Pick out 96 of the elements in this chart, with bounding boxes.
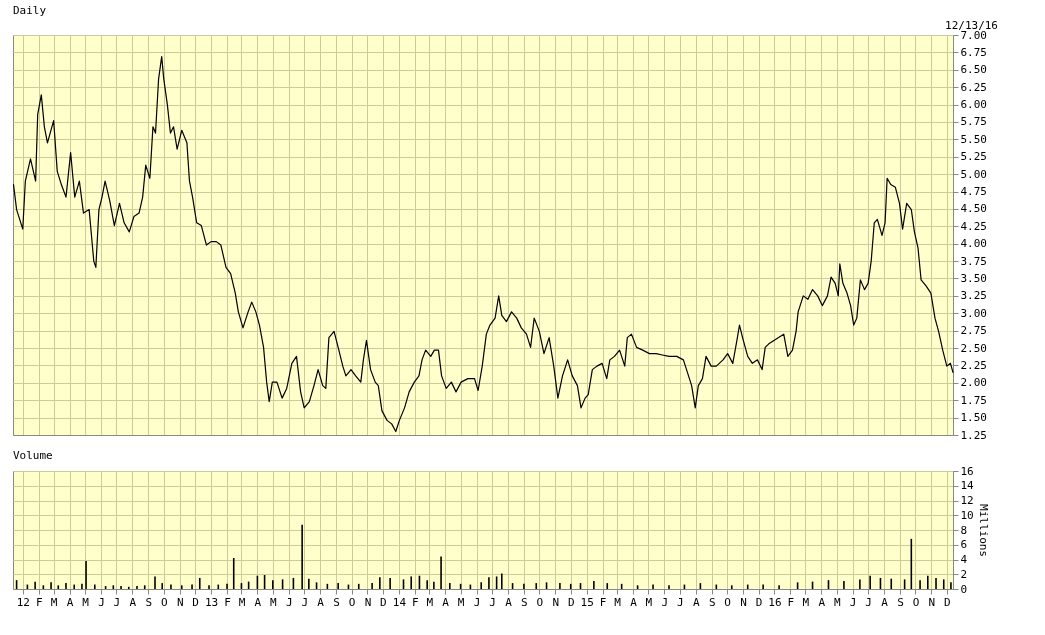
x-tick-label: 14 bbox=[392, 595, 407, 609]
x-tick-label: 12 bbox=[16, 595, 30, 609]
text: 12/13/16 bbox=[945, 19, 998, 32]
x-tick-label: A bbox=[254, 595, 262, 609]
x-tick-label: S bbox=[145, 595, 153, 609]
x-tick-label: O bbox=[724, 595, 731, 609]
y-tick-label: 10 bbox=[960, 508, 974, 522]
chart-title: Volume bbox=[13, 449, 53, 462]
x-tick-label: J bbox=[489, 595, 496, 609]
y-tick-label: 5.50 bbox=[960, 132, 987, 146]
y-tick-label: 1.75 bbox=[960, 393, 987, 407]
y-tick-label: 6.00 bbox=[960, 98, 987, 112]
x-tick-label: J bbox=[661, 595, 669, 609]
x-tick-label: D bbox=[944, 595, 951, 609]
x-tick-label: D bbox=[380, 595, 387, 609]
x-tick-label: A bbox=[505, 595, 513, 609]
x-tick-label: M bbox=[50, 595, 58, 609]
x-tick-label: J bbox=[98, 595, 105, 609]
y-tick-label: 2.75 bbox=[960, 324, 987, 338]
y-tick-label: 2 bbox=[960, 567, 968, 581]
y-tick-label: 2.00 bbox=[960, 376, 987, 390]
x-tick-label: M bbox=[270, 595, 278, 609]
x-tick-label: A bbox=[317, 595, 325, 609]
x-tick-label: 13 bbox=[204, 595, 219, 609]
x-tick-label: A bbox=[692, 595, 700, 609]
x-tick-label: A bbox=[818, 595, 826, 609]
y-tick-label: 2.25 bbox=[960, 358, 987, 372]
x-tick-label: N bbox=[928, 595, 936, 609]
x-tick-label: 15 bbox=[580, 595, 594, 609]
x-tick-label: J bbox=[113, 595, 121, 609]
y-tick-label: 3.25 bbox=[960, 289, 987, 303]
y-tick-label: 4.50 bbox=[960, 202, 987, 216]
x-tick-label: D bbox=[192, 595, 199, 609]
y-tick-label: 4.75 bbox=[960, 185, 987, 199]
y-axis-title: Millions bbox=[976, 504, 990, 557]
x-tick-label: N bbox=[176, 595, 184, 609]
x-tick-label: F bbox=[35, 595, 43, 609]
x-tick-label: M bbox=[645, 595, 653, 609]
x-tick-label: N bbox=[364, 595, 372, 609]
y-tick-label: 4.00 bbox=[960, 237, 987, 251]
x-tick-label: N bbox=[552, 595, 560, 609]
x-tick-label: J bbox=[301, 595, 309, 609]
x-tick-label: D bbox=[567, 595, 575, 609]
x-tick-label: A bbox=[66, 595, 74, 609]
y-tick-label: 4.25 bbox=[960, 219, 987, 233]
x-tick-label: O bbox=[536, 595, 544, 609]
y-tick-label: 5.00 bbox=[960, 167, 987, 181]
x-tick-label: F bbox=[599, 595, 607, 609]
x-tick-label: S bbox=[897, 595, 904, 609]
y-tick-label: 3.00 bbox=[960, 306, 987, 320]
x-tick-label: M bbox=[457, 595, 465, 609]
y-tick-label: 4 bbox=[960, 553, 968, 566]
x-tick-label: A bbox=[442, 595, 450, 609]
chart-title: Daily bbox=[12, 4, 47, 17]
x-tick-label: F bbox=[412, 595, 419, 609]
x-tick-label: M bbox=[238, 595, 246, 609]
x-tick-label: J bbox=[285, 595, 293, 609]
x-tick-label: F bbox=[224, 595, 231, 609]
y-tick-label: 6 bbox=[960, 538, 968, 552]
x-tick-label: J bbox=[676, 595, 684, 609]
y-tick-label: 0 bbox=[960, 582, 968, 596]
y-tick-label: 6.50 bbox=[960, 63, 987, 77]
x-tick-label: M bbox=[833, 595, 841, 609]
x-tick-label: M bbox=[614, 595, 622, 609]
y-tick-label: 3.75 bbox=[960, 254, 987, 268]
y-tick-label: 12 bbox=[960, 494, 974, 507]
x-tick-label: O bbox=[348, 595, 356, 609]
x-tick-label: M bbox=[426, 595, 434, 609]
y-tick-label: 8 bbox=[960, 523, 968, 537]
x-tick-label: S bbox=[708, 595, 716, 609]
x-tick-label: A bbox=[129, 595, 137, 609]
x-tick-label: J bbox=[849, 595, 857, 609]
x-tick-label: O bbox=[160, 595, 168, 609]
y-tick-label: 1.25 bbox=[960, 428, 987, 442]
x-tick-label: J bbox=[865, 595, 872, 609]
y-tick-label: 1.50 bbox=[960, 411, 987, 425]
x-tick-label: 16 bbox=[768, 595, 782, 609]
y-tick-label: 14 bbox=[960, 479, 975, 493]
y-tick-label: 5.75 bbox=[960, 115, 987, 129]
x-tick-label: O bbox=[912, 595, 920, 609]
x-tick-label: M bbox=[802, 595, 810, 609]
y-tick-label: 16 bbox=[960, 464, 974, 478]
y-tick-label: 2.50 bbox=[960, 341, 987, 355]
x-tick-label: D bbox=[755, 595, 763, 609]
x-tick-label: S bbox=[333, 595, 340, 609]
x-tick-label: A bbox=[630, 595, 638, 609]
x-tick-label: A bbox=[881, 595, 889, 609]
x-tick-label: J bbox=[473, 595, 481, 609]
x-tick-label: M bbox=[82, 595, 90, 609]
x-tick-label: N bbox=[740, 595, 747, 609]
y-tick-label: 5.25 bbox=[960, 150, 987, 164]
y-tick-label: 6.25 bbox=[960, 80, 987, 94]
x-tick-label: S bbox=[521, 595, 528, 609]
y-tick-label: 6.75 bbox=[960, 45, 987, 59]
x-tick-label: F bbox=[787, 595, 795, 609]
y-tick-label: 3.50 bbox=[960, 271, 987, 285]
